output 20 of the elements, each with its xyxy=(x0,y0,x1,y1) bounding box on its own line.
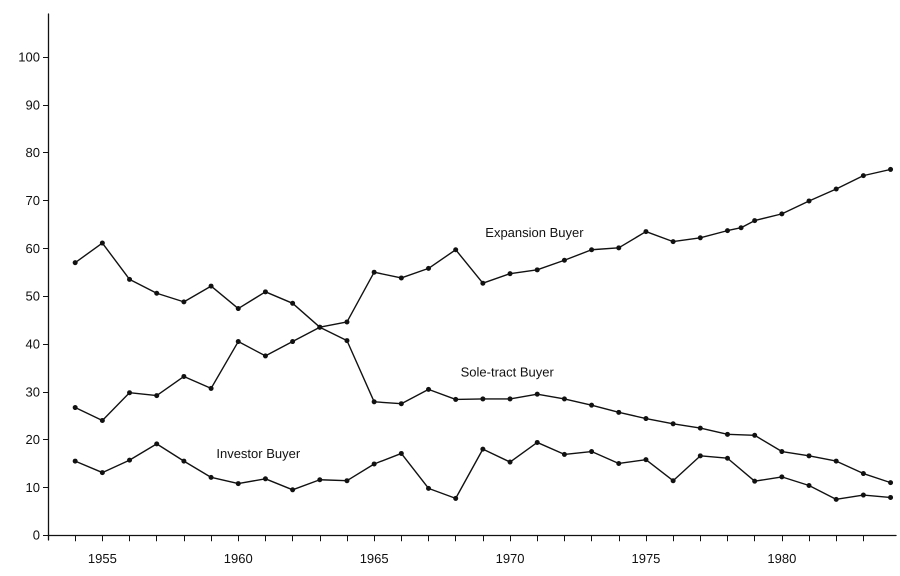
x-tick-label: 1965 xyxy=(360,551,389,566)
series-label: Sole-tract Buyer xyxy=(460,364,555,380)
y-tick-label: 60 xyxy=(26,240,40,256)
y-tick-label: 90 xyxy=(26,97,40,112)
x-tick-label: 1970 xyxy=(496,551,525,566)
series-label: Expansion Buyer xyxy=(485,224,584,240)
y-tick-label: 40 xyxy=(26,336,40,352)
x-tick-label: 1955 xyxy=(88,551,117,566)
x-tick-label: 1960 xyxy=(224,551,253,566)
y-tick-label: 80 xyxy=(26,145,40,160)
y-tick-label: 100 xyxy=(18,50,40,65)
x-tick-label: 1980 xyxy=(767,551,796,566)
x-tick-label: 1975 xyxy=(631,551,660,566)
y-tick-label: 50 xyxy=(26,288,40,304)
y-tick-label: 70 xyxy=(26,192,40,208)
y-tick-label: 20 xyxy=(26,432,40,448)
y-tick-label: 30 xyxy=(26,384,40,400)
series-label: Investor Buyer xyxy=(216,446,301,462)
y-tick-label: 0 xyxy=(32,528,40,543)
y-tick-label: 10 xyxy=(26,480,40,495)
